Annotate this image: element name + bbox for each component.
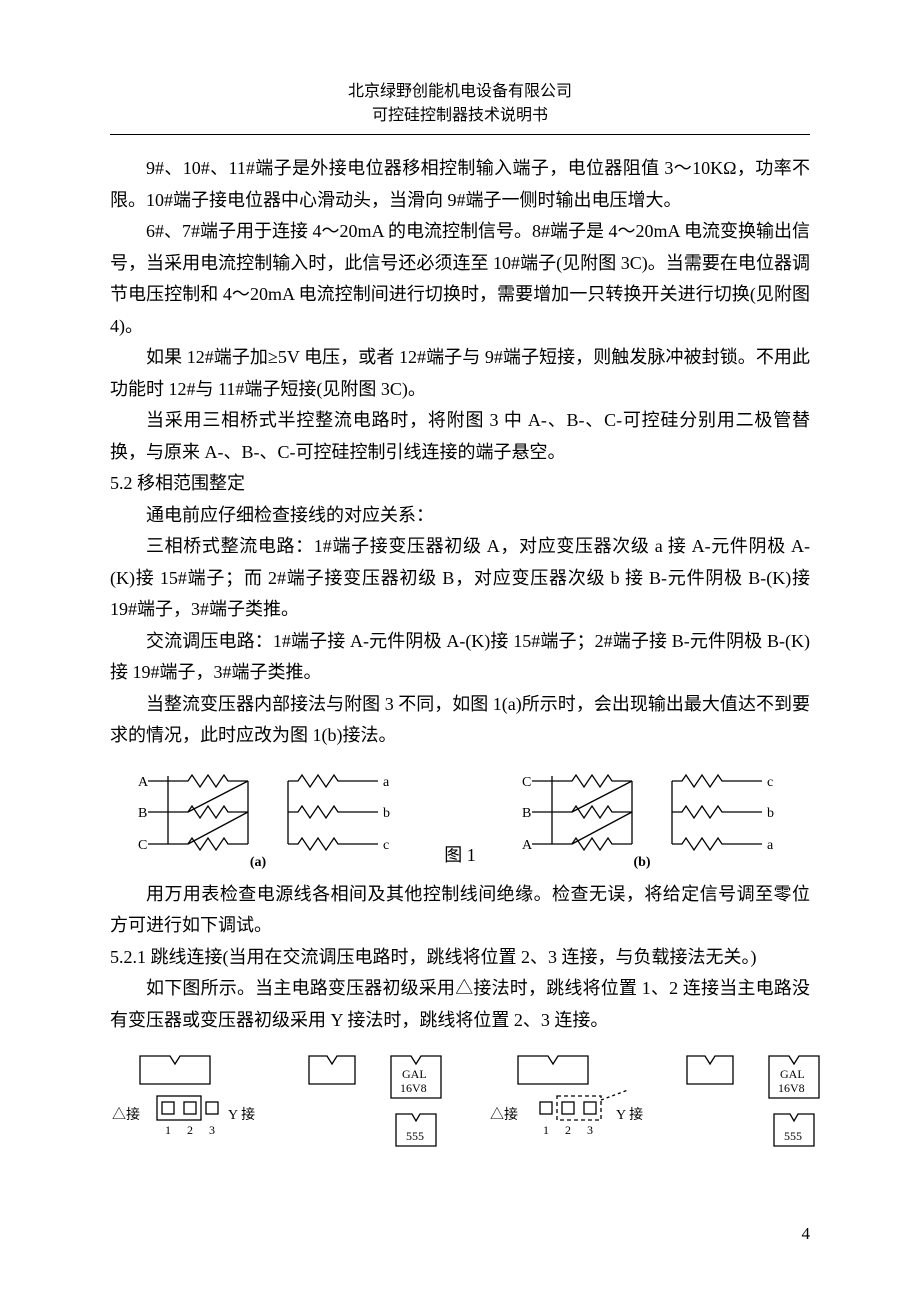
para-3: 如果 12#端子加≥5V 电压，或者 12#端子与 9#端子短接，则触发脉冲被封… <box>110 342 810 405</box>
page-number: 4 <box>110 1224 810 1244</box>
fig1a-C: C <box>138 838 147 853</box>
chip555-l: 555 <box>406 1129 424 1143</box>
fig1a-c: c <box>383 838 389 853</box>
fig1b-C: C <box>522 775 531 790</box>
fig1b-B: B <box>522 806 531 821</box>
fig1b-a: a <box>767 838 774 853</box>
jumper-right: △接 Y 接 1 2 3 GAL 16V8 555 <box>488 1054 826 1154</box>
figure-1: A B C a b c (a) 图 1 <box>110 766 810 871</box>
figure-1a-svg: A B C a b c (a) <box>138 766 398 871</box>
jumper-wye-label-2: Y 接 <box>616 1106 643 1123</box>
fig1b-A: A <box>522 838 533 853</box>
jumper-figure: △接 Y 接 1 2 3 GAL 16V8 555 <box>110 1054 810 1154</box>
gal-l1: GAL <box>402 1067 427 1081</box>
para-1: 9#、10#、11#端子是外接电位器移相控制输入端子，电位器阻值 3～10KΩ，… <box>110 153 810 216</box>
para-4: 当采用三相桥式半控整流电路时，将附图 3 中 A-、B-、C-可控硅分别用二极管… <box>110 405 810 468</box>
figure-1-caption: 图 1 <box>444 841 476 867</box>
j2-n3: 3 <box>587 1123 593 1137</box>
fig1a-B: B <box>138 806 147 821</box>
fig1a-A: A <box>138 775 149 790</box>
gal-l2: 16V8 <box>400 1081 427 1095</box>
j1-n1: 1 <box>165 1123 171 1137</box>
fig1a-b: b <box>383 806 390 821</box>
jumper-right-chip2 <box>684 1054 740 1154</box>
fig1b-bb: b <box>767 806 774 821</box>
page: 北京绿野创能机电设备有限公司 可控硅控制器技术说明书 9#、10#、11#端子是… <box>0 0 920 1304</box>
para-6: 三相桥式整流电路：1#端子接变压器初级 A，对应变压器次级 a 接 A-元件阴极… <box>110 531 810 626</box>
para-9: 用万用表检查电源线各相间及其他控制线间绝缘。检查无误，将给定信号调至零位方可进行… <box>110 879 810 942</box>
para-2: 6#、7#端子用于连接 4～20mA 的电流控制信号。8#端子是 4～20mA … <box>110 216 810 342</box>
j1-n2: 2 <box>187 1123 193 1137</box>
jumper-delta-label-2: △接 <box>490 1106 518 1123</box>
jumper-right-pins: △接 Y 接 1 2 3 <box>488 1054 658 1154</box>
jumper-left-pins: △接 Y 接 1 2 3 <box>110 1054 280 1154</box>
fig1b-c: c <box>767 775 773 790</box>
gal-r1: GAL <box>780 1067 805 1081</box>
jumper-delta-label-1: △接 <box>112 1106 140 1123</box>
jumper-left-gal: GAL 16V8 555 <box>388 1054 448 1154</box>
doc-header: 北京绿野创能机电设备有限公司 可控硅控制器技术说明书 <box>110 80 810 128</box>
section-5-2-1: 5.2.1 跳线连接(当用在交流调压电路时，跳线将位置 2、3 连接，与负载接法… <box>110 942 810 974</box>
chip555-r: 555 <box>784 1129 802 1143</box>
para-10: 如下图所示。当主电路变压器初级采用△接法时，跳线将位置 1、2 连接当主电路没有… <box>110 973 810 1036</box>
jumper-left-chip2 <box>306 1054 362 1154</box>
gal-r2: 16V8 <box>778 1081 805 1095</box>
para-7: 交流调压电路：1#端子接 A-元件阴极 A-(K)接 15#端子；2#端子接 B… <box>110 626 810 689</box>
figure-1b-svg: C B A c b a (b) <box>522 766 782 871</box>
jumper-wye-label-1: Y 接 <box>228 1106 255 1123</box>
j1-n3: 3 <box>209 1123 215 1137</box>
j2-n1: 1 <box>543 1123 549 1137</box>
section-5-2: 5.2 移相范围整定 <box>110 468 810 500</box>
header-rule <box>110 134 810 135</box>
fig1a-label: (a) <box>250 855 267 870</box>
header-doctitle: 可控硅控制器技术说明书 <box>110 104 810 128</box>
para-8: 当整流变压器内部接法与附图 3 不同，如图 1(a)所示时，会出现输出最大值达不… <box>110 689 810 752</box>
jumper-right-gal: GAL 16V8 555 <box>766 1054 826 1154</box>
para-5: 通电前应仔细检查接线的对应关系： <box>110 500 810 532</box>
jumper-left: △接 Y 接 1 2 3 GAL 16V8 555 <box>110 1054 448 1154</box>
fig1a-a: a <box>383 775 390 790</box>
j2-n2: 2 <box>565 1123 571 1137</box>
fig1b-label: (b) <box>633 855 650 870</box>
header-company: 北京绿野创能机电设备有限公司 <box>110 80 810 104</box>
